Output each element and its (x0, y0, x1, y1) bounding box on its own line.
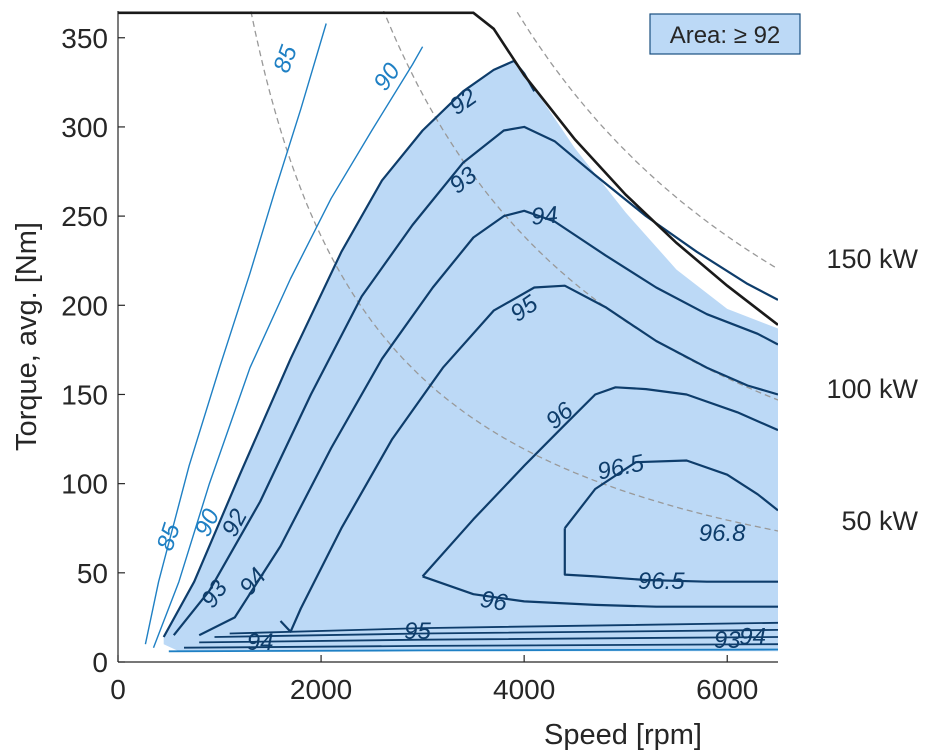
y-tick-label-200: 200 (61, 290, 108, 321)
y-tick-label-100: 100 (61, 469, 108, 500)
legend: Area: ≥ 92 (649, 13, 801, 55)
contour-line-93-3 (172, 125, 778, 636)
contour-label-12: 94 (247, 629, 274, 656)
low-torque-contour-0 (168, 648, 778, 653)
x-tick-label-6000: 6000 (696, 674, 758, 705)
low-torque-contour-1 (183, 643, 778, 649)
low-torque-contour-2 (199, 636, 778, 644)
contour-label-19: 94 (739, 624, 766, 651)
low-torque-contour-3 (214, 629, 778, 638)
x-tick-label-4000: 4000 (493, 674, 555, 705)
y-tick-label-300: 300 (61, 112, 108, 143)
power-line-label-100kw: 100 kW (826, 374, 918, 404)
power-line-label-50kw: 50 kW (841, 506, 918, 536)
low-torque-contour-4 (229, 621, 778, 635)
x-tick-label-2000: 2000 (290, 674, 352, 705)
x-axis-label: Speed [rpm] (544, 719, 702, 751)
contour-line-96-7 (422, 575, 778, 608)
contour-line-94-4 (198, 209, 778, 637)
contour-line-96-5-9 (563, 528, 778, 583)
y-tick-label-50: 50 (77, 558, 108, 589)
contour-label-18: 93 (714, 627, 741, 654)
y-tick-label-0: 0 (92, 647, 108, 678)
contour-label-10: 96 (478, 586, 510, 617)
legend-label: Area: ≥ 92 (670, 22, 781, 49)
max-torque-curve (118, 11, 778, 326)
y-tick-label-150: 150 (61, 379, 108, 410)
contour-label-9: 96.5 (638, 568, 685, 595)
contour-line-90-1 (152, 46, 424, 648)
y-axis-label: Torque, avg. [Nm] (11, 222, 43, 451)
axes-layer: 0 2000 4000 6000 0 50 100 150 200 250 300 350 (61, 11, 778, 705)
shaded-region-layer (163, 60, 778, 652)
x-tick-label-0: 0 (110, 674, 126, 705)
contour-label-0: 85 (268, 41, 303, 76)
contour-label-8: 96.8 (699, 520, 746, 547)
power-line-50kw (250, 11, 778, 532)
power-lines-layer (250, 11, 778, 532)
max-torque-layer (118, 11, 778, 326)
contour-label-11: 95 (404, 618, 431, 645)
contour-label-1: 90 (368, 58, 406, 96)
power-line-150kw (515, 11, 778, 270)
contour-line-85-0 (144, 23, 327, 645)
y-tick-label-350: 350 (61, 23, 108, 54)
y-tick-label-250: 250 (61, 201, 108, 232)
contour-lines-layer (144, 23, 778, 653)
power-line-100kw (382, 11, 778, 401)
contour-line-96-5-8 (563, 459, 778, 529)
contour-label-17: 85 (152, 520, 186, 554)
legend-box (649, 13, 801, 55)
shaded-region-ge-92 (163, 60, 778, 652)
power-line-label-150kw: 150 kW (826, 244, 918, 274)
contour-label-4: 94 (530, 201, 559, 230)
contour-line-96-6 (421, 386, 778, 578)
contour-line-95-5 (279, 284, 778, 633)
